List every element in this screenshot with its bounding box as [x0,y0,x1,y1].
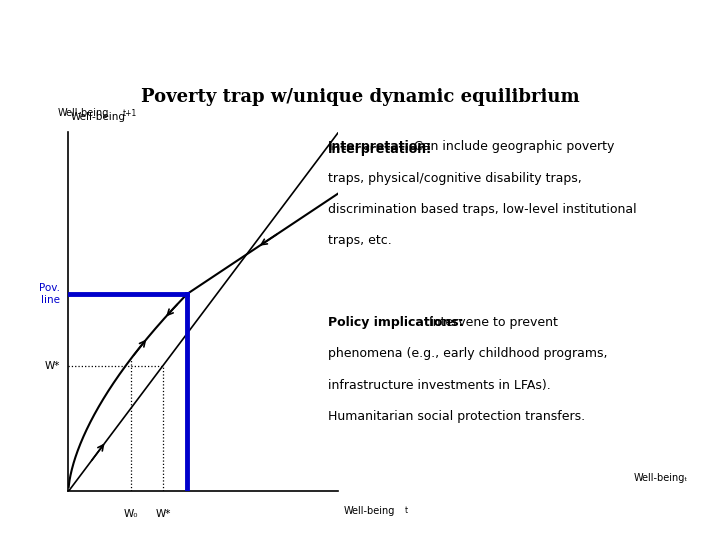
Text: Interpretation: Can include geographic poverty
traps, physical/cognitive disabil: Interpretation: Can include geographic p… [328,143,636,201]
Text: traps, etc.: traps, etc. [328,234,392,247]
Text: W*: W* [156,509,171,519]
Text: Well-being: Well-being [58,108,109,118]
Text: Humanitarian social protection transfers.: Humanitarian social protection transfers… [328,410,585,423]
Text: Interpretation:: Interpretation: [328,140,432,153]
Text: t+1: t+1 [122,109,137,118]
Text: Intervene to prevent: Intervene to prevent [425,316,558,329]
Text: infrastructure investments in LFAs).: infrastructure investments in LFAs). [328,379,550,392]
Text: t: t [405,506,408,515]
Text: Theory Basics: Theory Basics [513,24,698,49]
Text: Well-being: Well-being [344,506,395,516]
Text: discrimination based traps, low-level institutional: discrimination based traps, low-level in… [328,203,636,216]
Text: Interpretation:: Interpretation: [328,143,432,156]
Text: Policy implications:: Policy implications: [328,316,463,329]
Text: W₀: W₀ [123,509,138,519]
Text: Well-beingₜ: Well-beingₜ [634,473,688,483]
Text: phenomena (e.g., early childhood programs,: phenomena (e.g., early childhood program… [328,347,607,360]
Text: traps, physical/cognitive disability traps,: traps, physical/cognitive disability tra… [328,172,581,185]
Text: Can include geographic poverty: Can include geographic poverty [410,140,615,153]
Text: W*: W* [45,361,60,371]
Text: Cornell University: Cornell University [126,28,274,45]
Text: Well-being: Well-being [71,112,126,122]
Text: Pov.
line: Pov. line [40,283,60,305]
Text: Poverty trap w/unique dynamic equilibrium: Poverty trap w/unique dynamic equilibriu… [140,88,580,106]
